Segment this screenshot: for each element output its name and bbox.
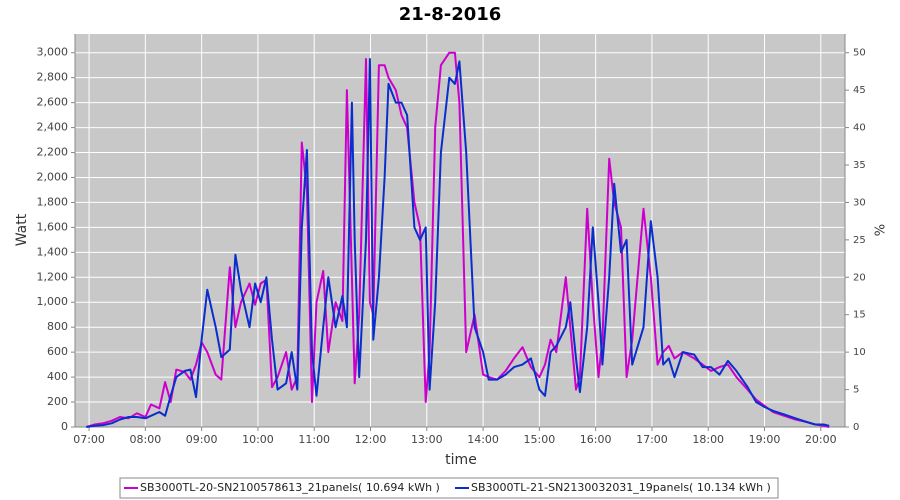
series-line: [86, 51, 830, 428]
y-tick-label: 2,200: [37, 146, 69, 159]
y-tick-label: 1,800: [37, 195, 69, 208]
y-tick-label: 1,600: [37, 220, 69, 233]
y2-tick-label: 45: [853, 85, 866, 96]
y2-tick-label: 10: [853, 347, 866, 358]
x-tick-label: 08:00: [130, 433, 162, 446]
y-axis-label: Watt: [14, 213, 30, 246]
y-tick-label: 2,600: [37, 96, 69, 109]
y-tick-label: 800: [47, 320, 68, 333]
y-tick-label: 0: [61, 420, 68, 433]
y-tick-label: 1,000: [37, 295, 69, 308]
x-tick-label: 19:00: [749, 433, 781, 446]
y-tick-label: 2,800: [37, 71, 69, 84]
y-tick-label: 1,400: [37, 245, 69, 258]
x-tick-label: 17:00: [636, 433, 668, 446]
y-tick-label: 600: [47, 345, 68, 358]
y-tick-label: 2,400: [37, 121, 69, 134]
x-tick-label: 09:00: [186, 433, 218, 446]
y2-tick-label: 30: [853, 197, 866, 208]
y2-axis-label: %: [874, 224, 889, 236]
y-tick-label: 3,000: [37, 46, 69, 59]
series-line: [86, 58, 830, 428]
y-tick-label: 2,000: [37, 170, 69, 183]
x-tick-label: 07:00: [73, 433, 105, 446]
y-tick-label: 200: [47, 395, 68, 408]
x-tick-label: 13:00: [411, 433, 443, 446]
legend-label: SB3000TL-21-SN2130032031_19panels( 10.13…: [471, 481, 771, 494]
x-tick-label: 11:00: [298, 433, 330, 446]
y2-tick-label: 20: [853, 272, 866, 283]
x-tick-label: 16:00: [580, 433, 612, 446]
x-tick-label: 15:00: [524, 433, 556, 446]
x-tick-label: 14:00: [467, 433, 499, 446]
x-tick-label: 12:00: [355, 433, 387, 446]
y2-tick-label: 0: [853, 422, 859, 433]
y2-tick-label: 15: [853, 310, 866, 321]
y2-tick-label: 50: [853, 48, 866, 59]
legend: [119, 477, 779, 499]
y2-tick-label: 40: [853, 123, 866, 134]
x-tick-label: 10:00: [242, 433, 274, 446]
y-tick-label: 400: [47, 370, 68, 383]
y2-tick-label: 25: [853, 235, 866, 246]
y2-tick-label: 35: [853, 160, 866, 171]
x-tick-label: 18:00: [692, 433, 724, 446]
y-tick-label: 1,200: [37, 270, 69, 283]
chart-title: 21-8-2016: [399, 4, 502, 25]
x-tick-label: 20:00: [805, 433, 837, 446]
x-axis-label: time: [445, 452, 477, 468]
legend-label: SB3000TL-20-SN2100578613_21panels( 10.69…: [140, 481, 440, 494]
y2-tick-label: 5: [853, 385, 859, 396]
